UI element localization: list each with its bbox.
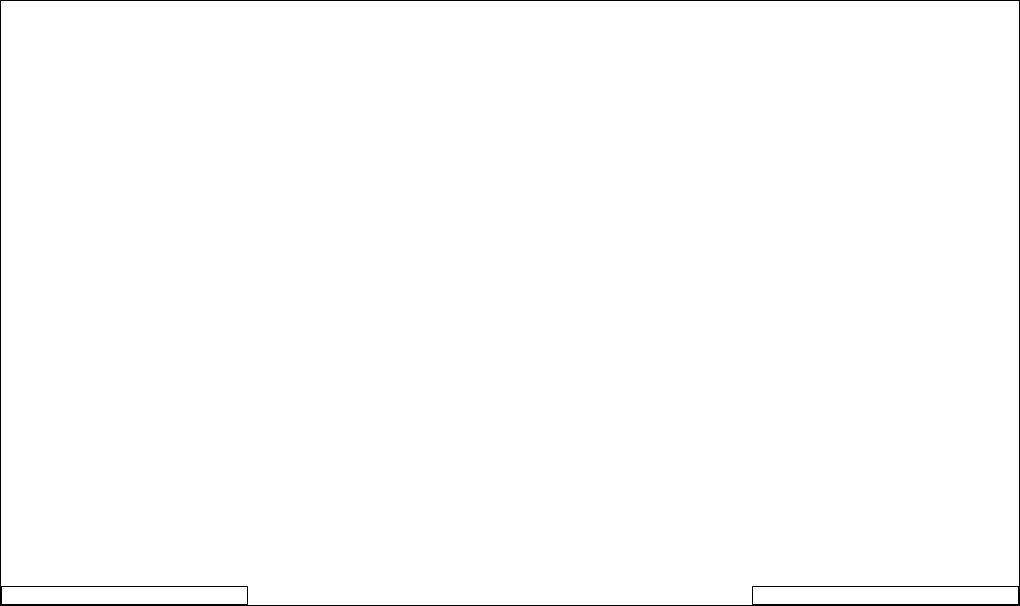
status-data-state <box>752 586 1019 605</box>
status-last-update <box>1 586 248 605</box>
